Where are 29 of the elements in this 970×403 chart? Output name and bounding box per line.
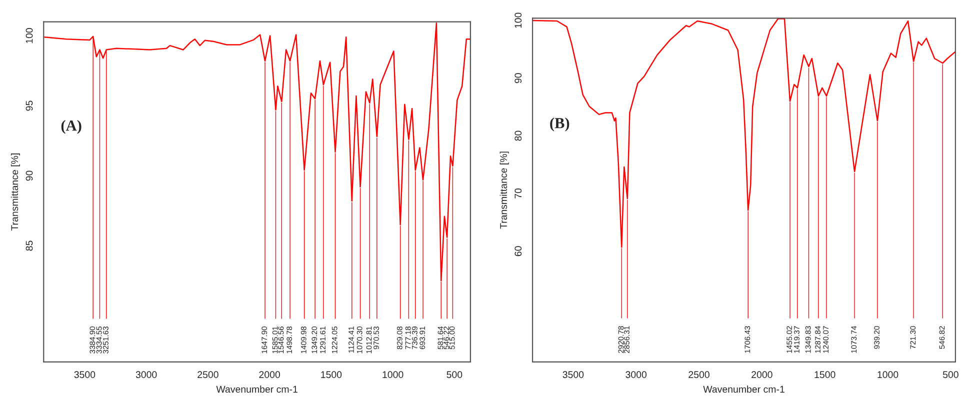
annotation: (B): [550, 118, 570, 132]
x-tick-label: 2000: [259, 371, 280, 378]
y-tick-label: 70: [514, 188, 522, 198]
x-axis-title: Wavenumber cm-1: [703, 386, 784, 393]
x-tick-label: 2000: [752, 371, 772, 378]
y-tick-label: 60: [514, 246, 522, 256]
x-tick-label: 500: [446, 371, 462, 378]
x-tick-label: 3000: [136, 371, 157, 378]
y-axis-title: Transmittance [%]: [500, 152, 509, 229]
y-tick-label: 95: [26, 100, 33, 111]
y-axis-title: Transmittance [%]: [10, 154, 20, 231]
x-tick-label: 1000: [382, 371, 404, 378]
x-tick-label: 1500: [321, 371, 342, 378]
x-tick-label: 1000: [878, 371, 898, 378]
x-axis-title: Wavenumber cm-1: [216, 386, 298, 393]
x-tick-label: 2500: [198, 371, 218, 378]
y-tick-label: 90: [514, 73, 522, 84]
x-tick-label: 3500: [562, 371, 584, 378]
y-tick-label: 80: [514, 130, 522, 141]
y-tick-label: 85: [26, 240, 33, 251]
annotation: (A): [61, 120, 82, 134]
x-tick-label: 3500: [74, 371, 96, 378]
x-tick-label: 500: [942, 371, 958, 378]
x-tick-label: 2500: [688, 371, 710, 378]
x-tick-label: 1500: [814, 371, 836, 378]
x-tick-label: 3000: [626, 371, 647, 378]
y-tick-label: 90: [26, 170, 33, 181]
y-tick-label: 100: [514, 12, 522, 28]
y-tick-label: 100: [26, 28, 33, 44]
